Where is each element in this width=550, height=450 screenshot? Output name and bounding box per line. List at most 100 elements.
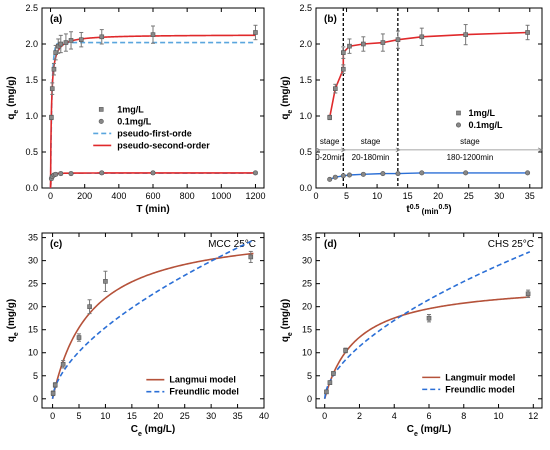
data-point — [68, 38, 74, 43]
y-tick-label: 0.5 — [25, 147, 38, 157]
y-tick-label: 2.5 — [25, 3, 38, 13]
panel-c: 0 5 10 15 20 25 30 35 40 0 5 10 15 20 25 30 35 (c) qe (mg/… — [6, 232, 269, 438]
legend-label: 1mg/L — [117, 104, 144, 114]
y-tick-label: 15 — [28, 325, 38, 335]
legend-label: Freundlic model — [445, 384, 515, 394]
data-point — [380, 171, 386, 177]
panel-label: (c) — [50, 239, 62, 250]
langmuir-curve — [323, 296, 530, 400]
x-tick-label: 0 — [322, 411, 327, 421]
x-tick-label: 5 — [344, 191, 349, 201]
data-point — [68, 171, 74, 177]
data-point — [332, 174, 338, 180]
x-tick-label: 2 — [357, 411, 362, 421]
stage-title: stage — [460, 137, 480, 146]
data-point — [52, 382, 58, 388]
data-point — [333, 86, 338, 91]
data-point — [63, 40, 69, 45]
data-point — [463, 32, 468, 37]
legend-marker-circle — [98, 118, 104, 124]
y-tick-label: 1.5 — [25, 75, 38, 85]
data-point — [419, 34, 425, 40]
panel-label: (a) — [50, 14, 62, 25]
x-tick-label: 10 — [494, 411, 504, 421]
x-tick-label: 20 — [433, 191, 443, 201]
freundlich-curve — [51, 239, 254, 399]
stage-title: stage — [320, 137, 340, 146]
x-axis-label: T (min) — [136, 204, 169, 215]
data-point — [346, 172, 352, 178]
data-point — [361, 41, 366, 47]
y-tick-label: 10 — [302, 348, 312, 358]
y-tick-label: 1.5 — [299, 75, 312, 85]
data-point — [76, 335, 82, 340]
x-tick-label: 25 — [464, 191, 474, 201]
y-tick-label: 10 — [28, 348, 38, 358]
stage-arrow — [315, 147, 321, 153]
data-point — [252, 170, 258, 176]
panel-label: (d) — [324, 239, 337, 250]
panel-label: (b) — [324, 14, 337, 25]
x-axis-label: Ce (mg/L) — [131, 424, 175, 438]
legend-label: Freundlic model — [169, 387, 239, 397]
y-axis-label: qe (mg/g) — [280, 299, 294, 342]
x-axis-label: t0.5 (min0.5) — [406, 204, 451, 217]
x-tick-label: 400 — [111, 191, 126, 201]
y-tick-label: 25 — [28, 279, 38, 289]
data-point — [340, 173, 346, 179]
data-point — [58, 171, 64, 177]
legend-label: Langmuir model — [445, 372, 515, 382]
x-tick-label: 30 — [206, 411, 216, 421]
freundlich-curve — [323, 251, 531, 399]
x-tick-label: 35 — [525, 191, 535, 201]
x-tick-label: 20 — [153, 411, 163, 421]
data-point — [58, 41, 64, 47]
x-tick-label: 35 — [233, 411, 243, 421]
data-point — [395, 171, 401, 177]
x-tick-label: 1000 — [211, 191, 231, 201]
stage-range: 180-1200min — [447, 153, 494, 162]
data-point — [327, 115, 332, 120]
stage-arrow — [537, 147, 543, 153]
x-tick-label: 0 — [313, 191, 318, 201]
y-tick-label: 2.0 — [25, 39, 38, 49]
legend-label: Langmui model — [169, 375, 236, 385]
plot-frame — [41, 232, 265, 409]
data-point — [78, 37, 84, 42]
x-tick-label: 600 — [145, 191, 160, 201]
x-tick-label: 5 — [76, 411, 81, 421]
y-tick-label: 25 — [302, 279, 312, 289]
y-tick-label: 35 — [302, 233, 312, 243]
legend-marker-square — [98, 107, 104, 112]
sample-label: CHS 25°C — [488, 239, 534, 250]
legend-label: pseudo-first-orde — [117, 128, 192, 138]
y-tick-label: 5 — [33, 371, 38, 381]
data-point — [51, 66, 57, 72]
data-point — [248, 254, 254, 260]
legend-label: 1mg/L — [468, 108, 495, 118]
data-point — [324, 389, 329, 395]
sample-label: MCC 25°C — [208, 239, 256, 250]
data-point — [87, 304, 92, 309]
y-tick-label: 5 — [307, 371, 312, 381]
panel-d: 0 2 4 6 8 10 12 0 5 10 15 20 25 30 35 (d) qe (mg/g) Ce (m… — [280, 232, 543, 438]
data-point — [341, 50, 346, 55]
data-point — [380, 40, 386, 45]
y-tick-label: 35 — [28, 233, 38, 243]
y-tick-label: 15 — [302, 325, 312, 335]
x-tick-label: 6 — [426, 411, 431, 421]
x-tick-label: 1200 — [245, 191, 265, 201]
x-tick-label: 800 — [180, 191, 195, 201]
data-point — [150, 170, 156, 176]
x-tick-label: 25 — [180, 411, 190, 421]
data-point — [347, 43, 352, 49]
y-tick-label: 20 — [302, 302, 312, 312]
x-tick-label: 30 — [494, 191, 504, 201]
panel-b: 0 5 10 15 20 25 30 35 0.0 0.5 1.0 1.5 2.0 2.5 (b) qe (m… — [280, 3, 543, 217]
y-tick-label: 30 — [28, 256, 38, 266]
data-point — [99, 170, 105, 176]
data-point — [341, 66, 346, 72]
y-tick-label: 20 — [28, 302, 38, 312]
x-tick-label: 200 — [77, 191, 92, 201]
